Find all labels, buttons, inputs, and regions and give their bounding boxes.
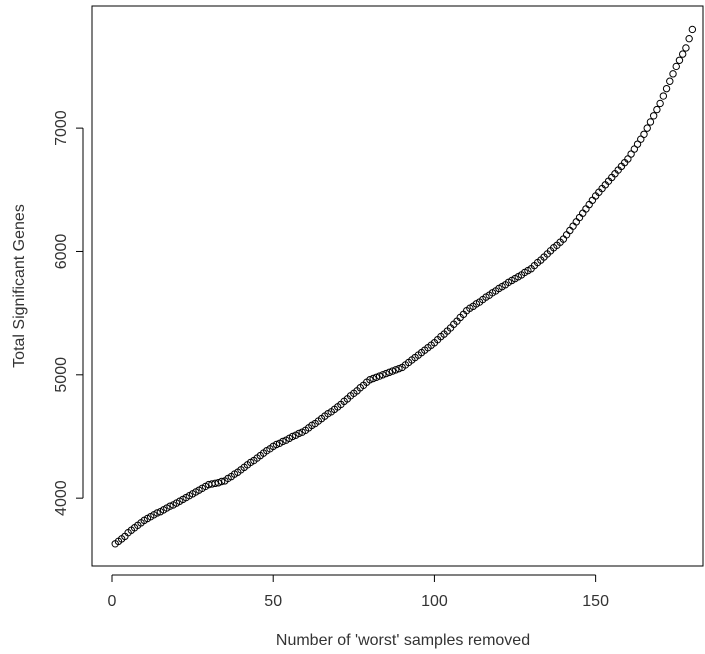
point — [279, 437, 287, 446]
plot-box — [91, 5, 704, 567]
point — [688, 25, 697, 34]
point — [382, 369, 390, 378]
point — [385, 368, 393, 377]
point — [366, 376, 374, 384]
point — [659, 92, 668, 100]
point — [579, 209, 587, 217]
point — [388, 367, 397, 375]
y-tick-label: 4000 — [53, 480, 70, 516]
point — [588, 196, 597, 204]
point — [669, 70, 677, 78]
point — [685, 34, 693, 43]
point — [575, 213, 584, 222]
point — [640, 130, 648, 138]
x-tick-label: 100 — [421, 593, 448, 610]
x-tick-label: 50 — [264, 593, 282, 610]
y-tick-label: 5000 — [53, 357, 70, 393]
point — [153, 509, 161, 517]
point — [582, 205, 590, 213]
point — [646, 118, 655, 126]
point — [379, 371, 387, 379]
point — [649, 112, 658, 120]
point — [372, 373, 381, 381]
y-tick-label: 6000 — [53, 234, 70, 270]
point — [666, 77, 674, 85]
point — [662, 84, 671, 93]
point — [217, 477, 226, 486]
x-axis-title: Number of 'worst' samples removed — [276, 632, 530, 649]
point — [653, 105, 661, 114]
point — [672, 62, 680, 71]
point — [678, 50, 687, 58]
point — [166, 502, 174, 510]
point — [375, 372, 384, 380]
point — [395, 364, 403, 373]
point — [656, 99, 664, 108]
x-tick-label: 0 — [108, 593, 117, 610]
point — [214, 479, 223, 487]
x-tick-label: 150 — [582, 593, 609, 610]
y-tick-label: 7000 — [53, 110, 70, 146]
point — [675, 56, 684, 64]
point — [682, 44, 690, 52]
point — [272, 440, 281, 449]
point — [288, 432, 297, 441]
point — [569, 222, 577, 230]
point — [369, 374, 377, 383]
point — [392, 366, 400, 374]
y-axis-title: Total Significant Genes — [11, 204, 28, 368]
point — [572, 218, 580, 226]
point — [562, 231, 571, 239]
point — [643, 124, 651, 132]
point — [295, 429, 303, 438]
point — [566, 226, 574, 235]
point — [585, 200, 593, 209]
point — [211, 479, 219, 488]
